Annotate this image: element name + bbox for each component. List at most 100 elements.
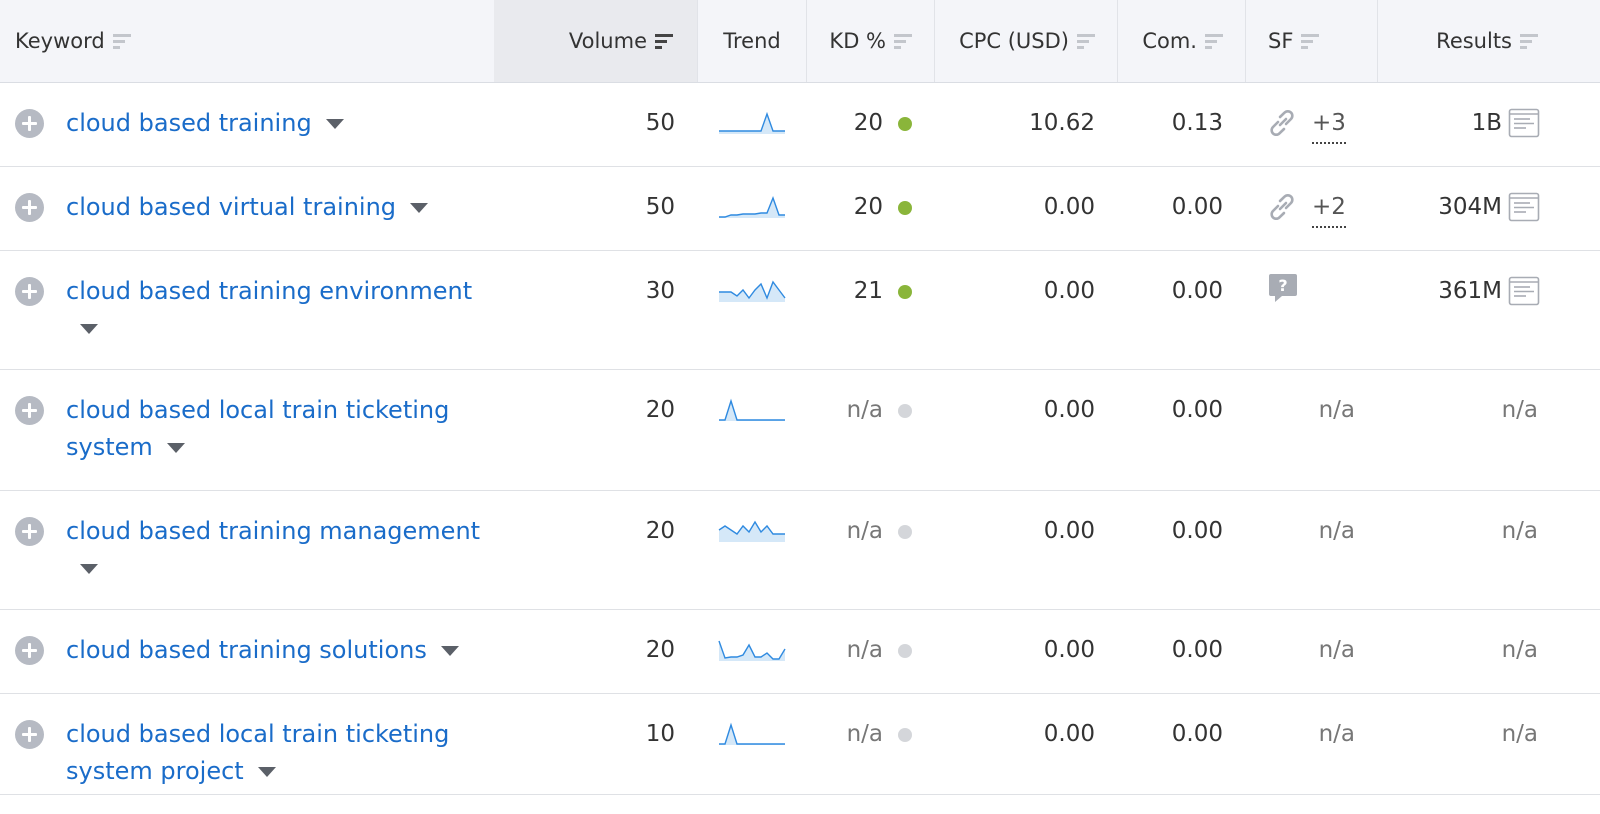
column-trend[interactable]: Trend [697, 0, 806, 82]
sort-icon[interactable] [112, 31, 131, 51]
trend-sparkline [718, 520, 785, 542]
sort-icon[interactable] [1520, 31, 1538, 51]
expand-plus-icon[interactable] [15, 517, 44, 546]
column-com-label: Com. [1142, 29, 1197, 53]
chevron-down-icon[interactable] [80, 324, 98, 334]
volume-value: 20 [645, 518, 675, 544]
competition-value: 0.00 [1171, 637, 1223, 663]
column-kd-label: KD % [829, 29, 886, 53]
competition-value: 0.00 [1171, 518, 1223, 544]
question-bubble-icon[interactable]: ? [1268, 272, 1298, 304]
results-value: n/a [1501, 721, 1538, 747]
keyword-link[interactable]: cloud based local train ticketing system [66, 396, 450, 461]
trend-area [719, 282, 785, 302]
expand-plus-icon[interactable] [15, 277, 44, 306]
column-cpc[interactable]: CPC (USD) [934, 0, 1117, 82]
chevron-down-icon[interactable] [166, 443, 185, 453]
column-com[interactable]: Com. [1117, 0, 1245, 82]
competition-value: 0.00 [1171, 721, 1223, 747]
table-body: cloud based training 50 20 10.62 0.13 +3 1B clo… [0, 83, 1600, 795]
results-value: n/a [1501, 518, 1538, 544]
cpc-value: 10.62 [1029, 110, 1095, 136]
serp-features-value: n/a [1318, 397, 1355, 423]
serp-features-value: n/a [1318, 721, 1355, 747]
trend-sparkline [719, 280, 786, 302]
serp-page-icon[interactable] [1508, 276, 1540, 306]
cpc-value: 0.00 [1043, 721, 1095, 747]
expand-plus-icon[interactable] [15, 193, 44, 222]
sort-icon[interactable] [1301, 31, 1320, 51]
link-icon[interactable] [1265, 190, 1299, 224]
volume-value: 20 [645, 637, 675, 663]
column-sf[interactable]: SF [1245, 0, 1377, 82]
chevron-down-icon[interactable] [410, 203, 429, 213]
volume-value: 10 [645, 721, 675, 747]
serp-features-more[interactable]: +3 [1312, 105, 1346, 144]
column-trend-label: Trend [723, 29, 781, 53]
keyword-cell: cloud based training [66, 105, 496, 142]
competition-value: 0.00 [1171, 397, 1223, 423]
kd-value: 20 [853, 110, 883, 136]
kd-difficulty-dot-icon [898, 404, 912, 418]
chevron-down-icon[interactable] [257, 767, 276, 777]
expand-plus-icon[interactable] [15, 720, 44, 749]
keyword-cell: cloud based local train ticketing system [66, 392, 496, 466]
column-kd[interactable]: KD % [806, 0, 934, 82]
keyword-link[interactable]: cloud based virtual training [66, 193, 397, 221]
kd-difficulty-dot-icon [898, 644, 912, 658]
serp-page-icon[interactable] [1508, 192, 1540, 222]
column-keyword[interactable]: Keyword [15, 0, 493, 82]
trend-line [718, 640, 786, 660]
keyword-link[interactable]: cloud based training environment [66, 277, 473, 305]
trend-sparkline [719, 722, 785, 745]
keyword-link[interactable]: cloud based training management [66, 517, 481, 545]
keyword-cell: cloud based virtual training [66, 189, 496, 226]
table-row: cloud based training 50 20 10.62 0.13 +3 1B [0, 83, 1600, 167]
trend-area [719, 725, 785, 745]
column-keyword-label: Keyword [15, 29, 105, 53]
keyword-link[interactable]: cloud based training solutions [66, 636, 427, 664]
table-header: Keyword Volume Trend KD % CPC (USD) Com.… [0, 0, 1600, 83]
trend-sparkline [719, 398, 785, 421]
chevron-down-icon[interactable] [80, 564, 98, 574]
competition-value: 0.13 [1171, 110, 1223, 136]
cpc-value: 0.00 [1043, 518, 1095, 544]
trend-line [719, 111, 785, 132]
serp-features-value: n/a [1318, 518, 1355, 544]
sort-active-icon[interactable] [655, 31, 673, 51]
sort-icon[interactable] [894, 31, 912, 51]
results-value: n/a [1501, 637, 1538, 663]
trend-sparkline [719, 111, 785, 134]
link-icon[interactable] [1265, 106, 1299, 140]
expand-plus-icon[interactable] [15, 396, 44, 425]
cpc-value: 0.00 [1043, 397, 1095, 423]
table-row: cloud based virtual training 50 20 0.00 0.00… [0, 167, 1600, 251]
kd-difficulty-dot-icon [898, 201, 912, 215]
results-value: n/a [1501, 397, 1538, 423]
trend-line [719, 398, 785, 421]
results-value: 304M [1438, 194, 1502, 220]
serp-page-icon[interactable] [1508, 108, 1540, 138]
sort-icon[interactable] [1077, 31, 1095, 51]
sort-icon[interactable] [1205, 31, 1223, 51]
keyword-link[interactable]: cloud based training [66, 109, 312, 137]
volume-value: 20 [645, 397, 675, 423]
chevron-down-icon[interactable] [440, 646, 459, 656]
keyword-cell: cloud based training management [66, 513, 496, 587]
kd-difficulty-dot-icon [898, 117, 912, 131]
trend-area [719, 522, 785, 542]
column-volume[interactable]: Volume [494, 0, 697, 82]
expand-plus-icon[interactable] [15, 109, 44, 138]
column-volume-label: Volume [568, 29, 647, 53]
serp-features-more[interactable]: +2 [1312, 189, 1346, 228]
column-results[interactable]: Results [1377, 0, 1600, 82]
chevron-down-icon[interactable] [325, 119, 344, 129]
column-cpc-label: CPC (USD) [959, 29, 1069, 53]
keyword-link[interactable]: cloud based local train ticketing system… [66, 720, 450, 785]
kd-difficulty-dot-icon [898, 525, 912, 539]
expand-plus-icon[interactable] [15, 636, 44, 665]
keyword-table: Keyword Volume Trend KD % CPC (USD) Com.… [0, 0, 1600, 795]
cpc-value: 0.00 [1043, 637, 1095, 663]
trend-line [719, 280, 786, 300]
keyword-cell: cloud based training solutions [66, 632, 496, 669]
